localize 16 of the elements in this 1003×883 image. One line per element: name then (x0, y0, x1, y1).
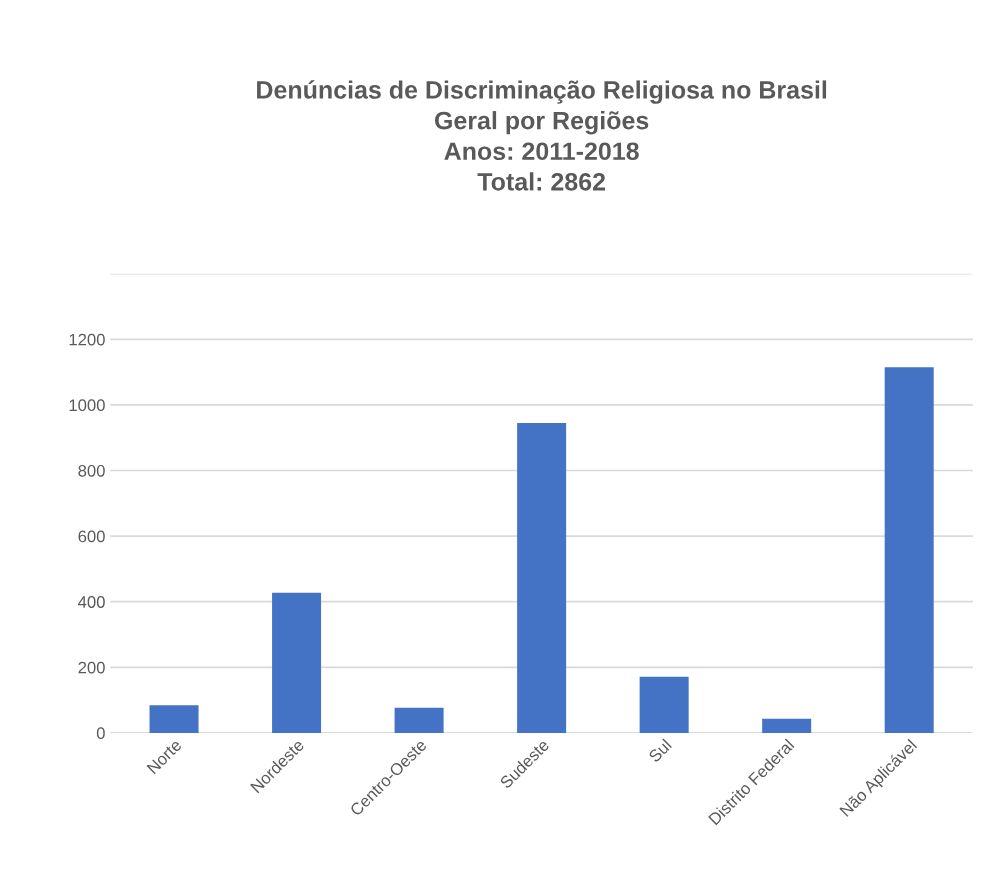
bar (639, 676, 689, 733)
bar (884, 367, 934, 733)
y-tick-label: 200 (78, 661, 105, 674)
x-tick-label: Sul (647, 738, 673, 763)
y-tick-label: 1200 (69, 333, 105, 346)
y-tick-label: 600 (78, 530, 105, 543)
y-tick-label: 0 (96, 727, 105, 740)
chart-title: Denúncias de Discriminação Religiosa no Brasil Geral por Regiões Anos: 2011-2018 Total: 2862 (257, 80, 827, 191)
y-tick-label: 1000 (69, 399, 105, 412)
bar (762, 718, 812, 733)
y-tick-label: 800 (78, 464, 105, 477)
y-tick-label: 400 (78, 596, 105, 608)
bar (272, 592, 322, 733)
bar (394, 707, 444, 733)
bar (517, 422, 567, 733)
bar (149, 705, 199, 733)
